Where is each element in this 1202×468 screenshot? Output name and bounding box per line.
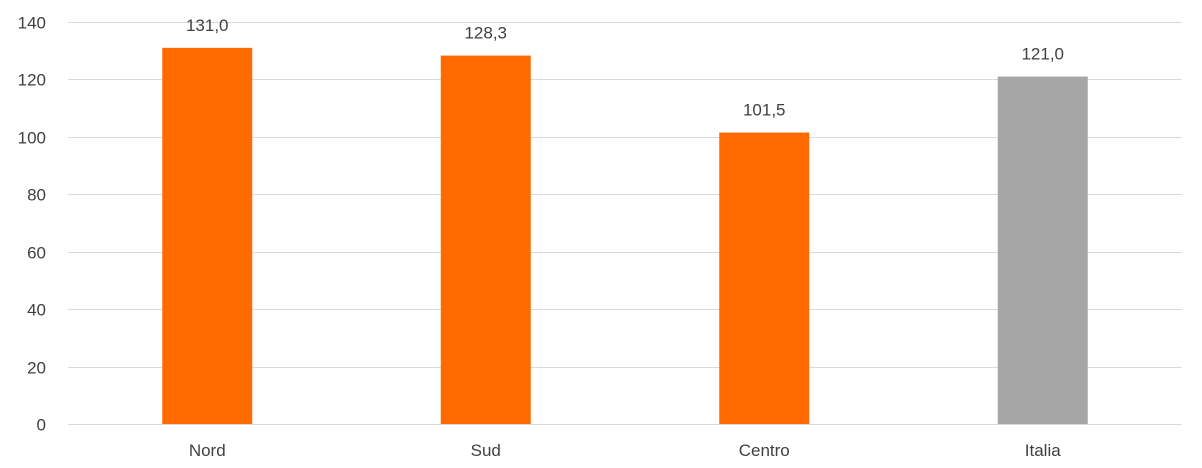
y-tick-label: 80: [27, 186, 46, 205]
x-category-label: Italia: [1025, 441, 1061, 460]
bars: [162, 47, 1088, 425]
x-axis-categories: Nord Sud Centro Italia: [189, 441, 1061, 460]
data-label: 101,5: [743, 101, 786, 120]
x-category-label: Sud: [471, 441, 501, 460]
data-labels: 131,0 128,3 101,5 121,0: [186, 16, 1064, 120]
data-label: 121,0: [1021, 45, 1064, 64]
bar-nord: [162, 47, 253, 424]
y-tick-label: 40: [27, 301, 46, 320]
data-label: 131,0: [186, 16, 229, 35]
x-category-label: Nord: [189, 441, 226, 460]
y-tick-label: 100: [18, 129, 46, 148]
y-tick-label: 120: [18, 71, 46, 90]
data-label: 128,3: [464, 24, 507, 43]
gridlines: [68, 22, 1182, 425]
y-axis-ticks: 0 20 40 60 80 100 120 140: [18, 14, 46, 435]
bar-italia: [997, 76, 1088, 425]
x-category-label: Centro: [739, 441, 790, 460]
y-tick-label: 20: [27, 359, 46, 378]
bar-sud: [440, 55, 531, 425]
bar-centro: [719, 132, 810, 425]
y-tick-label: 0: [37, 416, 46, 435]
y-tick-label: 140: [18, 14, 46, 33]
y-tick-label: 60: [27, 244, 46, 263]
